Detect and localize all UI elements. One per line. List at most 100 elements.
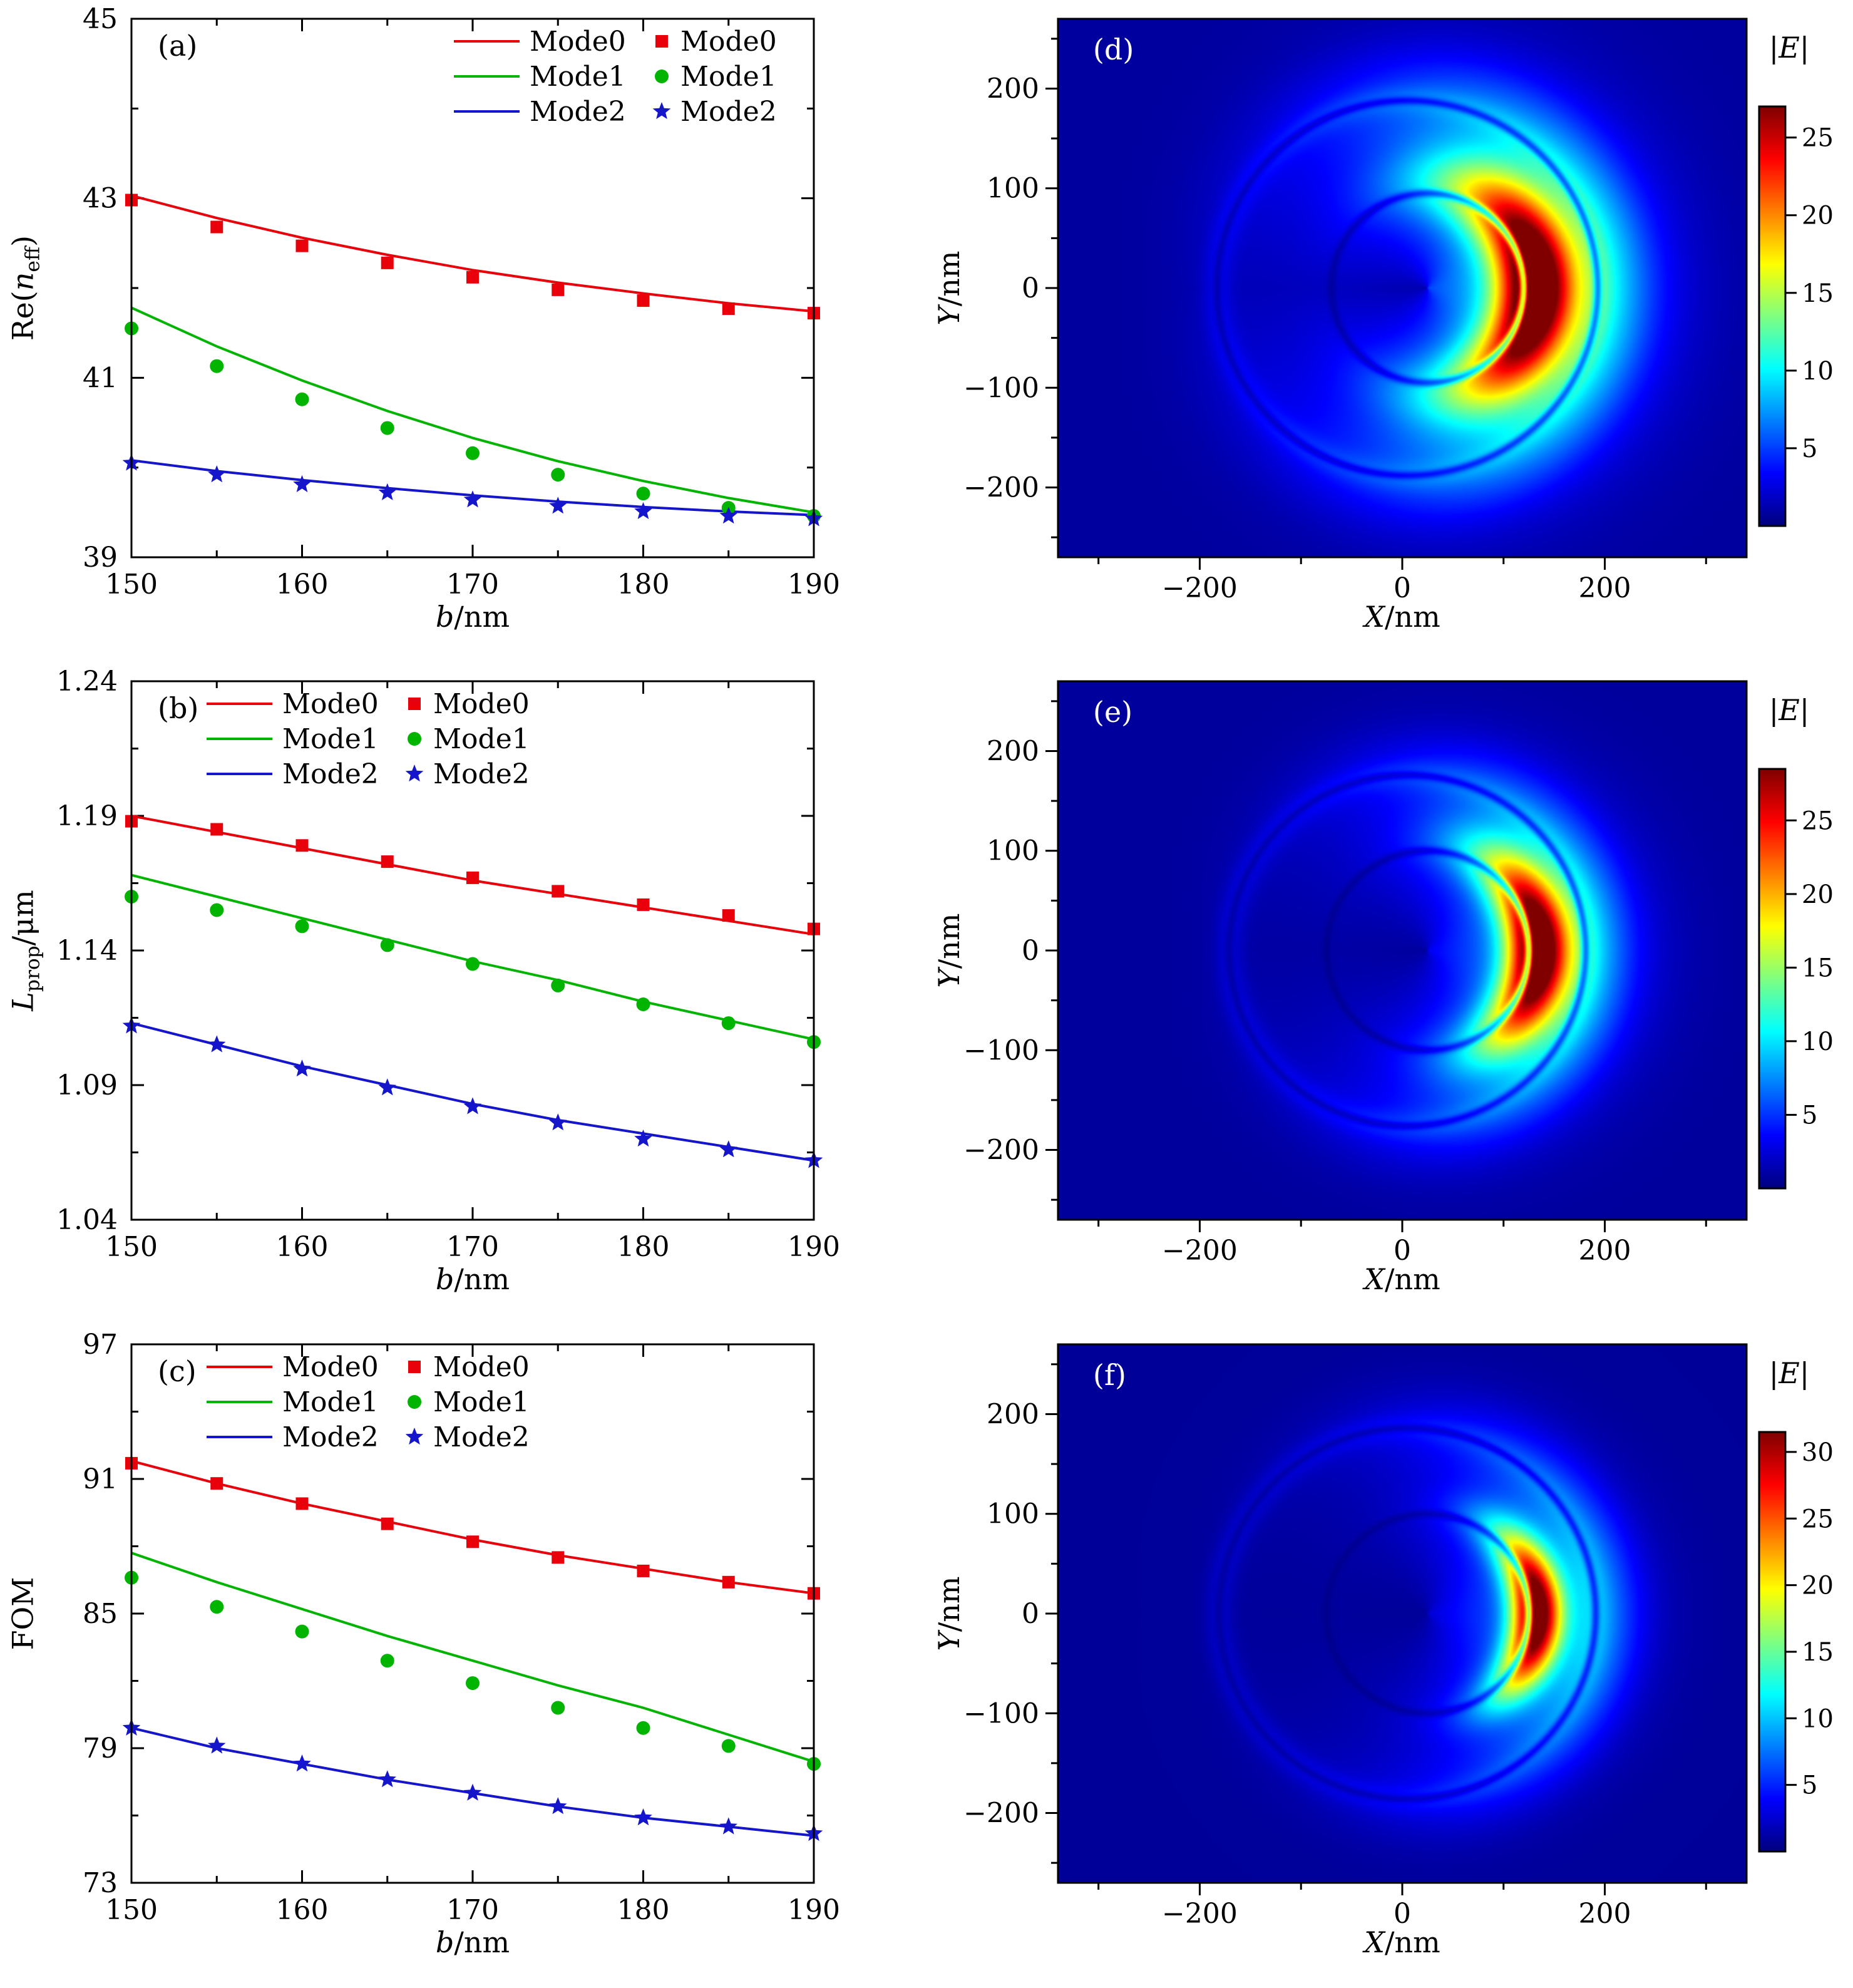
svg-text:1.19: 1.19 [56, 800, 118, 832]
svg-text:100: 100 [987, 835, 1039, 867]
ylabel-post: /μm [6, 890, 40, 946]
svg-text:0: 0 [1394, 1235, 1411, 1267]
svg-text:180: 180 [617, 1231, 670, 1263]
xlabel-post: /nm [1385, 600, 1440, 634]
svg-text:180: 180 [617, 569, 670, 600]
ylabel-sub: prop [21, 945, 44, 992]
panel-a-ylabel: Re(neff) [6, 235, 44, 341]
svg-text:170: 170 [446, 569, 499, 600]
colorbar-d [1759, 106, 1785, 526]
xlabel-italic: X [1364, 600, 1385, 634]
svg-text:25: 25 [1802, 806, 1834, 835]
svg-text:45: 45 [83, 3, 118, 35]
svg-text:30: 30 [1802, 1438, 1834, 1467]
svg-text:−100: −100 [963, 1034, 1039, 1066]
svg-text:−100: −100 [963, 1697, 1039, 1729]
xlabel-italic: b [435, 1925, 454, 1959]
colorbar-e [1759, 769, 1785, 1188]
svg-text:5: 5 [1802, 1771, 1817, 1800]
svg-text:160: 160 [276, 569, 329, 600]
svg-text:91: 91 [83, 1463, 118, 1495]
panel-f-xlabel: X/nm [1364, 1925, 1440, 1959]
svg-text:20: 20 [1802, 1572, 1834, 1600]
svg-text:200: 200 [1579, 572, 1631, 604]
svg-text:Mode1: Mode1 [680, 61, 777, 93]
svg-text:5: 5 [1802, 435, 1817, 463]
panel-e-ylabel: Y/nm [932, 913, 966, 987]
svg-text:Mode2: Mode2 [680, 96, 777, 128]
svg-text:20: 20 [1802, 880, 1834, 909]
svg-text:180: 180 [617, 1894, 670, 1926]
svg-text:190: 190 [788, 1894, 840, 1926]
svg-text:39: 39 [83, 542, 118, 574]
xlabel-post: /nm [454, 600, 510, 634]
svg-text:Mode0: Mode0 [282, 688, 379, 720]
svg-text:Mode2: Mode2 [433, 1421, 530, 1453]
ylabel-text: FOM [6, 1577, 40, 1651]
panel-b-tag: (b) [158, 691, 199, 725]
svg-text:190: 190 [788, 569, 840, 600]
bar-open: | [1768, 31, 1779, 64]
svg-text:Mode1: Mode1 [433, 1386, 530, 1418]
line-chart-b: 150 160 170 180 190 1.04 1.09 1.14 1.19 1.24 Mode0… [56, 666, 840, 1263]
panel-b: 150 160 170 180 190 1.04 1.09 1.14 1.19 1.24 Mode0… [0, 662, 926, 1325]
xlabel-post: /nm [1385, 1262, 1440, 1296]
svg-text:170: 170 [446, 1894, 499, 1926]
panel-d-xlabel: X/nm [1364, 600, 1440, 634]
svg-text:Mode0: Mode0 [282, 1351, 379, 1383]
svg-text:15: 15 [1802, 1638, 1834, 1667]
panel-c-tag: (c) [158, 1354, 197, 1388]
xlabel-italic: b [435, 600, 454, 634]
svg-text:−200: −200 [1162, 572, 1238, 604]
heatmap-axes-e: −200 0 200 −200 −100 0 100 200 5 10 15 20 25 [963, 680, 1834, 1267]
ylabel-post: /nm [932, 250, 966, 307]
svg-text:Mode2: Mode2 [433, 758, 530, 790]
svg-text:43: 43 [83, 183, 118, 215]
colorbar-f [1759, 1432, 1785, 1852]
svg-text:0: 0 [1022, 272, 1039, 304]
svg-text:200: 200 [987, 735, 1039, 767]
panel-c-ylabel: FOM [6, 1577, 44, 1651]
panel-d-tag: (d) [1093, 33, 1134, 66]
svg-text:15: 15 [1802, 954, 1834, 982]
svg-text:0: 0 [1022, 935, 1039, 967]
ylabel-text: Re( [6, 291, 40, 341]
heatmap-axes-f: −200 0 200 −200 −100 0 100 200 5 10 15 20 25 30 [963, 1343, 1834, 1930]
svg-text:85: 85 [83, 1598, 118, 1630]
svg-text:Mode0: Mode0 [433, 1351, 530, 1383]
xlabel-post: /nm [1385, 1925, 1440, 1959]
bar-open: | [1768, 1356, 1779, 1390]
svg-text:Mode0: Mode0 [433, 688, 530, 720]
xlabel-italic: X [1364, 1262, 1385, 1296]
colorbar-label-e: |E| [1769, 693, 1810, 727]
ylabel-italic: Y [932, 1632, 966, 1651]
bar-open: | [1768, 693, 1779, 727]
svg-text:10: 10 [1802, 1704, 1834, 1733]
svg-text:Mode0: Mode0 [530, 26, 626, 58]
svg-text:−200: −200 [963, 472, 1039, 504]
panel-c: 150 160 170 180 190 73 79 85 91 97 Mode0 Mode0 Mode1… [0, 1326, 926, 1988]
panel-a-xlabel: b/nm [436, 600, 510, 634]
field-symbol: E [1779, 1356, 1800, 1390]
svg-text:Mode1: Mode1 [433, 723, 530, 755]
heatmap-axes-d: −200 0 200 −200 −100 0 100 200 5 10 15 20 25 [963, 18, 1834, 604]
bar-close: | [1799, 1356, 1810, 1390]
panel-c-xlabel: b/nm [436, 1925, 510, 1959]
svg-text:200: 200 [1579, 1235, 1631, 1267]
svg-text:1.09: 1.09 [56, 1069, 118, 1101]
xlabel-post: /nm [454, 1925, 510, 1959]
field-symbol: E [1779, 693, 1800, 727]
svg-text:25: 25 [1802, 124, 1834, 153]
panel-d: −200 0 200 −200 −100 0 100 200 5 10 15 20 25 (d) Y/n… [926, 0, 1853, 662]
panel-d-ylabel: Y/nm [932, 250, 966, 325]
svg-text:150: 150 [105, 1231, 158, 1263]
svg-text:Mode1: Mode1 [530, 61, 626, 93]
svg-text:0: 0 [1022, 1598, 1039, 1630]
svg-text:−200: −200 [963, 1798, 1039, 1830]
ylabel-italic: Y [932, 306, 966, 326]
ylabel-italic: L [6, 992, 40, 1011]
svg-text:170: 170 [446, 1231, 499, 1263]
svg-text:10: 10 [1802, 357, 1834, 386]
